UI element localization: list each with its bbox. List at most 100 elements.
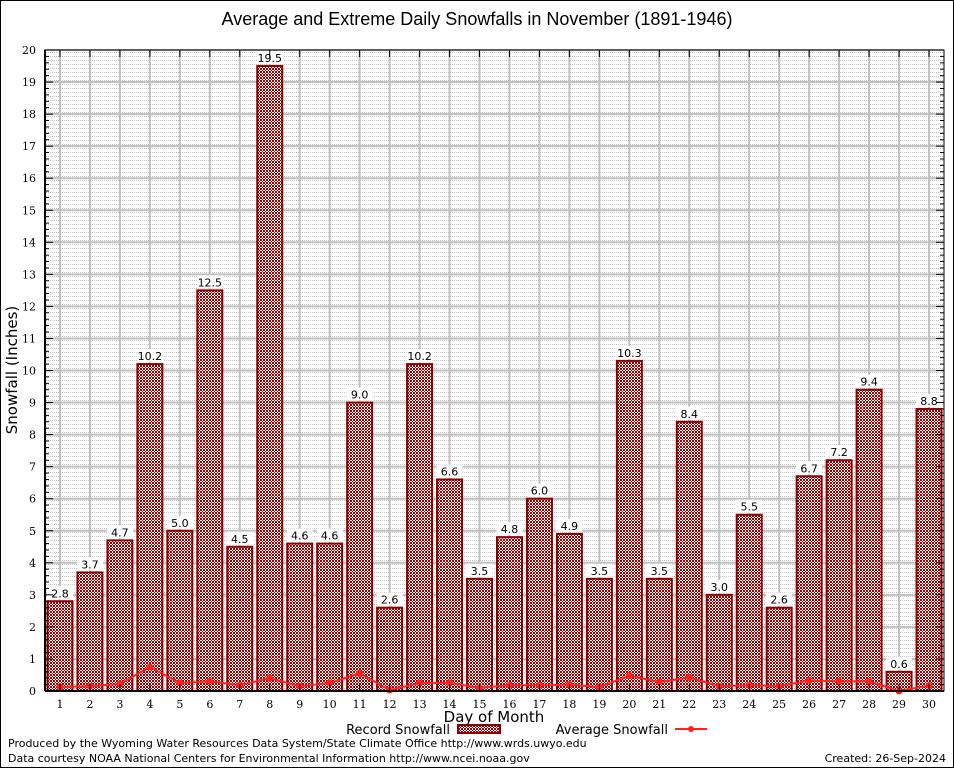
record-bar — [466, 577, 494, 693]
y-tick-label: 10 — [22, 365, 36, 378]
record-bar — [825, 459, 853, 692]
produced-by-credit: Produced by the Wyoming Water Resources … — [8, 737, 587, 750]
x-tick-label: 1 — [56, 698, 63, 711]
x-tick-label: 7 — [236, 698, 243, 711]
x-tick-label: 21 — [652, 698, 666, 711]
average-point — [625, 672, 633, 680]
x-tick-label: 14 — [443, 698, 457, 711]
bar-value-label: 0.6 — [890, 658, 908, 671]
bar-value-label: 8.8 — [920, 395, 938, 408]
average-point — [266, 674, 274, 682]
average-point — [865, 677, 873, 685]
x-tick-label: 19 — [592, 698, 606, 711]
bar-label-bg — [76, 557, 103, 571]
bar-value-label: 6.6 — [441, 465, 459, 478]
x-tick-label: 22 — [682, 698, 696, 711]
bar-label-bg — [916, 393, 943, 407]
bar-value-label: 3.0 — [711, 581, 729, 594]
average-snowfall-line — [59, 665, 930, 693]
bar-value-label: 8.4 — [681, 408, 699, 421]
average-point — [805, 676, 813, 684]
record-bar — [525, 497, 553, 693]
bar-label-bg — [616, 345, 643, 359]
bar-label-bg — [496, 522, 523, 536]
x-tick-label: 9 — [296, 698, 303, 711]
x-tick-label: 3 — [116, 698, 123, 711]
bar-label-bg — [856, 374, 883, 388]
y-tick-label: 1 — [29, 653, 36, 666]
x-tick-label: 20 — [622, 698, 636, 711]
chart-title: Average and Extreme Daily Snowfalls in N… — [221, 9, 733, 29]
bar-value-label: 12.5 — [198, 276, 223, 289]
bar-value-label: 10.2 — [138, 350, 163, 363]
y-tick-label: 16 — [22, 172, 36, 185]
y-tick-label: 14 — [22, 236, 36, 249]
bar-value-label: 2.6 — [381, 594, 399, 607]
record-bar — [915, 407, 943, 692]
record-bar — [795, 475, 823, 693]
bar-label-bg — [196, 275, 223, 289]
record-bar — [495, 536, 523, 692]
axes-group — [44, 49, 945, 692]
bar-label-bg — [286, 528, 313, 542]
record-bar — [166, 529, 194, 692]
y-tick-label: 19 — [22, 76, 36, 89]
average-point — [416, 679, 424, 687]
record-bar — [376, 606, 404, 692]
record-bar — [196, 289, 224, 692]
bar-value-label: 4.8 — [501, 523, 519, 536]
bar-label-bg — [556, 518, 583, 532]
record-bar — [226, 545, 254, 693]
bar-value-label: 10.2 — [407, 350, 432, 363]
bar-label-bg — [226, 531, 253, 545]
bar-value-label: 4.7 — [111, 526, 129, 539]
bar-value-label: 2.8 — [51, 587, 69, 600]
bar-value-label: 4.9 — [561, 520, 579, 533]
y-tick-label: 13 — [22, 268, 36, 281]
record-bar — [585, 577, 613, 693]
average-point — [176, 679, 184, 687]
bar-label-bg — [46, 586, 73, 600]
bar-label-bg — [136, 349, 163, 363]
bar-label-bg — [646, 563, 673, 577]
record-bar — [106, 539, 134, 692]
bar-label-bg — [796, 461, 823, 475]
x-tick-label: 27 — [832, 698, 846, 711]
record-bar — [436, 478, 464, 692]
bar-value-label: 3.5 — [651, 565, 669, 578]
record-bar — [406, 363, 434, 692]
x-tick-labels: 1 2 3 4 5 6 7 8 9 10 11 12 13 14 15 16 17 18 19 20 21 22 23 24 2… — [56, 698, 936, 711]
bar-label-bg — [406, 349, 433, 363]
bar-label-bg — [706, 579, 733, 593]
legend: Record Snowfall Average Snowfall — [346, 723, 707, 738]
average-point — [206, 677, 214, 685]
bar-label-bg — [886, 656, 913, 670]
record-bar — [76, 571, 104, 692]
y-tick-label: 20 — [22, 44, 36, 57]
y-tick-label: 12 — [22, 300, 36, 313]
y-tick-label: 2 — [29, 621, 36, 634]
x-tick-label: 18 — [562, 698, 576, 711]
average-point — [655, 678, 663, 686]
bar-label-bg — [106, 525, 133, 539]
x-tick-label: 16 — [502, 698, 516, 711]
record-bar — [316, 542, 344, 692]
bar-label-bg — [166, 515, 193, 529]
bar-label-bg — [316, 528, 343, 542]
bar-value-label: 9.4 — [860, 376, 878, 389]
bar-value-label: 5.0 — [171, 517, 189, 530]
y-tick-label: 5 — [29, 525, 36, 538]
bar-label-bg — [676, 406, 703, 420]
average-point — [835, 677, 843, 685]
bar-label-bg — [256, 51, 283, 65]
record-bar — [645, 577, 673, 693]
legend-label-record: Record Snowfall — [346, 723, 450, 738]
bar-label-bg — [346, 387, 373, 401]
bar-label-bg — [826, 445, 853, 459]
record-bar — [705, 593, 733, 692]
x-tick-label: 11 — [353, 698, 367, 711]
y-tick-label: 0 — [29, 685, 36, 698]
x-tick-label: 28 — [862, 698, 876, 711]
